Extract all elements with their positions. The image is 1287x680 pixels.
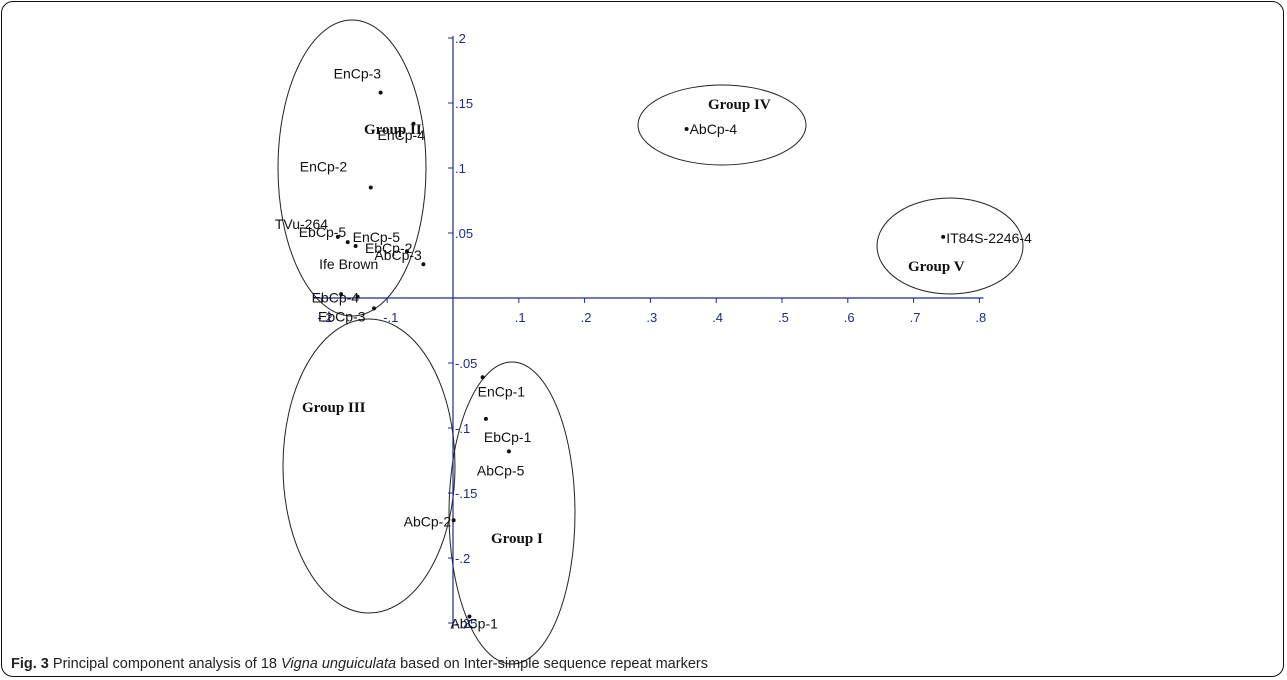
point-label-encp-4: EnCp-4 [378, 127, 426, 143]
point-label-it84s-2246-4: IT84S-2246-4 [946, 230, 1032, 246]
x-tick-label: -.2 [317, 310, 332, 325]
point-label-encp-2: EnCp-2 [300, 159, 348, 175]
point-label-encp-1: EnCp-1 [478, 383, 526, 399]
ellipse-group-ii [277, 19, 427, 317]
point-ife-brown [339, 292, 344, 297]
x-tick-label: .8 [975, 310, 986, 325]
ellipse-group-iv [637, 84, 807, 166]
point-ebcp-2 [404, 249, 409, 254]
y-tick-label: -.25 [455, 616, 477, 631]
x-tick-label: -.1 [383, 310, 398, 325]
point-ebcp-4 [355, 294, 360, 299]
point-label-ebcp-4: EbCp-4 [312, 290, 360, 306]
point-label-abcp-1: AbCp-1 [450, 616, 498, 632]
y-tick-label: -.2 [455, 551, 470, 566]
y-tick-label: .1 [455, 161, 466, 176]
x-tick-label: .1 [515, 310, 526, 325]
point-abcp-4 [684, 127, 689, 131]
y-tick-label: .05 [455, 226, 473, 241]
point-label-ebcp-3: EbCp-3 [318, 308, 366, 324]
group-ellipses [277, 19, 1024, 665]
caption-species: Vigna unguiculata [281, 656, 397, 672]
x-tick-label: .7 [910, 310, 921, 325]
y-tick-label: -.05 [455, 356, 477, 371]
point-label-tvu-264: TVu-264 [275, 216, 328, 232]
point-label-ebcp-5: EbCp-5 [299, 224, 347, 240]
point-abcp-1 [467, 614, 472, 619]
y-tick-label: -.15 [455, 486, 477, 501]
x-tick-label: .6 [844, 310, 855, 325]
point-encp-1 [480, 375, 485, 380]
label-group-iv: Group IV [708, 97, 771, 113]
data-points [335, 90, 946, 619]
ellipse-group-i [448, 361, 576, 665]
point-encp-2 [368, 185, 373, 190]
point-ebcp-3 [372, 306, 377, 311]
y-tick-label: -.1 [455, 421, 470, 436]
caption-text-before: Principal component analysis of 18 [52, 656, 277, 672]
ellipse-group-iii [282, 318, 456, 614]
label-group-v: Group V [908, 259, 965, 275]
x-tick-label: .4 [712, 310, 723, 325]
label-group-iii: Group III [302, 400, 366, 416]
x-tick-label: .5 [778, 310, 789, 325]
point-abcp-2 [451, 518, 456, 523]
y-tick-label: .2 [455, 31, 466, 46]
point-label-ebcp-1: EbCp-1 [484, 429, 532, 445]
point-abcp-3 [421, 262, 426, 267]
point-label-ife-brown: Ife Brown [319, 256, 378, 272]
point-encp-4 [411, 121, 416, 126]
label-group-i: Group I [491, 531, 543, 547]
point-label-abcp-5: AbCp-5 [477, 462, 525, 478]
caption-figure-label: Fig. 3 [11, 656, 49, 672]
point-label-encp-3: EnCp-3 [334, 66, 382, 82]
point-label-abcp-3: AbCp-3 [374, 247, 422, 263]
label-group-ii: Group II [364, 122, 422, 138]
group-labels: Group I Group II Group III Group IV Group V [302, 97, 965, 547]
ellipse-group-v [876, 197, 1024, 295]
point-encp-3 [378, 90, 383, 95]
point-ebcp-1 [483, 416, 488, 421]
y-tick-label: .15 [455, 96, 473, 111]
caption-text-after: based on Inter-simple sequence repeat ma… [400, 656, 708, 672]
point-label-abcp-4: AbCp-4 [690, 121, 738, 137]
point-ebcp-5 [345, 240, 350, 245]
x-tick-label: .3 [646, 310, 657, 325]
x-tick-label: .2 [581, 310, 592, 325]
point-tvu-264 [335, 234, 340, 239]
point-label-encp-5: EnCp-5 [353, 229, 401, 245]
point-label-ebcp-2: EbCp-2 [365, 240, 413, 256]
point-encp-5 [353, 244, 358, 248]
point-it84s-2246-4 [941, 234, 946, 239]
point-abcp-5 [506, 449, 511, 454]
axes: -.2 -.1 .1 .2 .3 .4 .5 .6 .7 .8 .2 .15 .1 .05 -.05 -.1 -… [313, 31, 986, 631]
figure-caption: Fig. 3 Principal component analysis of 1… [11, 656, 708, 672]
point-label-abcp-2: AbCp-2 [404, 513, 452, 529]
